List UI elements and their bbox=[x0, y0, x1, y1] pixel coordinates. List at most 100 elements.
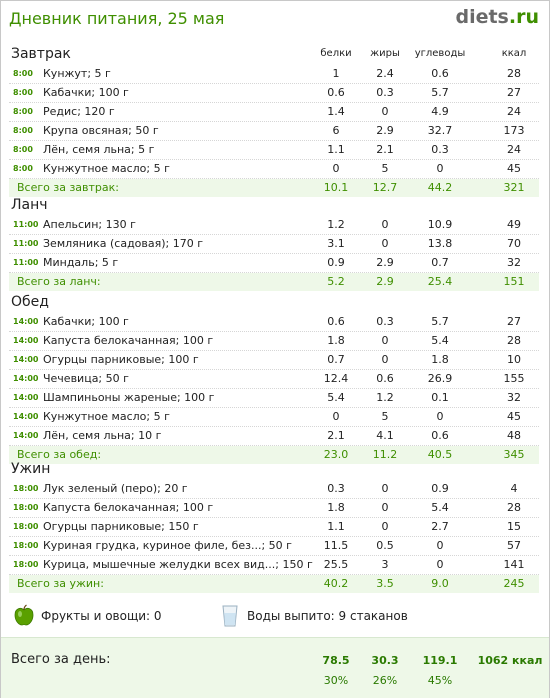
kcal-value: 45 bbox=[507, 410, 521, 423]
meal-time: 14:00 bbox=[13, 355, 39, 364]
protein-value: 0 bbox=[332, 162, 340, 175]
food-name: Огурцы парниковые; 100 г bbox=[43, 353, 199, 366]
protein-value: 6 bbox=[332, 124, 340, 137]
food-row[interactable]: 8:00 Кунжут; 5 г 1 2.4 0.6 28 bbox=[9, 65, 539, 84]
water-count: Воды выпито: 9 стаканов bbox=[247, 609, 408, 623]
food-name: Капуста белокачанная; 100 г bbox=[43, 334, 214, 347]
day-kcal: 1062 ккал bbox=[477, 654, 543, 667]
food-row[interactable]: 8:00 Редис; 120 г 1.4 0 4.9 24 bbox=[9, 103, 539, 122]
total-fat: 12.7 bbox=[372, 181, 398, 194]
col-kcal-header: ккал bbox=[501, 48, 527, 59]
kcal-value: 48 bbox=[507, 429, 521, 442]
total-fat: 3.5 bbox=[376, 577, 394, 590]
fat-value: 4.1 bbox=[376, 429, 394, 442]
kcal-value: 27 bbox=[507, 86, 521, 99]
food-row[interactable]: 11:00 Миндаль; 5 г 0.9 2.9 0.7 32 bbox=[9, 254, 539, 273]
food-name: Кунжут; 5 г bbox=[43, 67, 111, 80]
protein-value: 1 bbox=[332, 67, 340, 80]
food-row[interactable]: 14:00 Кабачки; 100 г 0.6 0.3 5.7 27 bbox=[9, 313, 539, 332]
fat-value: 0 bbox=[381, 218, 389, 231]
day-fat: 30.3 bbox=[371, 654, 399, 667]
total-protein: 40.2 bbox=[323, 577, 349, 590]
fat-value: 0.3 bbox=[376, 86, 394, 99]
food-row[interactable]: 14:00 Капуста белокачанная; 100 г 1.8 0 5.4 2… bbox=[9, 332, 539, 351]
food-row[interactable]: 11:00 Апельсин; 130 г 1.2 0 10.9 49 bbox=[9, 216, 539, 235]
food-name: Миндаль; 5 г bbox=[43, 256, 119, 269]
day-protein-pct: 30% bbox=[323, 674, 349, 687]
food-name: Кабачки; 100 г bbox=[43, 86, 129, 99]
meal-section: Завтрак белки жиры углеводы ккал 8:00 Кунжут; … bbox=[9, 45, 539, 197]
meal-total-row: Всего за ланч: 5.2 2.9 25.4 151 bbox=[9, 273, 539, 291]
site-logo[interactable]: diets.ru bbox=[455, 6, 539, 28]
carbs-value: 10.9 bbox=[427, 218, 453, 231]
total-kcal: 345 bbox=[503, 448, 525, 461]
meal-total-row: Всего за ужин: 40.2 3.5 9.0 245 bbox=[9, 575, 539, 593]
food-row[interactable]: 14:00 Чечевица; 50 г 12.4 0.6 26.9 155 bbox=[9, 370, 539, 389]
meal-header: Обед bbox=[9, 293, 539, 313]
food-row[interactable]: 8:00 Крупа овсяная; 50 г 6 2.9 32.7 173 bbox=[9, 122, 539, 141]
extras-row: Фрукты и овощи: 0 Воды выпито: 9 стакано… bbox=[9, 604, 539, 630]
kcal-value: 10 bbox=[507, 353, 521, 366]
carbs-value: 5.7 bbox=[431, 86, 449, 99]
carbs-value: 26.9 bbox=[427, 372, 453, 385]
fat-value: 0.6 bbox=[376, 372, 394, 385]
apple-icon bbox=[14, 604, 34, 626]
food-row[interactable]: 8:00 Кабачки; 100 г 0.6 0.3 5.7 27 bbox=[9, 84, 539, 103]
food-name: Капуста белокачанная; 100 г bbox=[43, 501, 214, 514]
food-row[interactable]: 18:00 Капуста белокачанная; 100 г 1.8 0 5.4 2… bbox=[9, 499, 539, 518]
food-name: Апельсин; 130 г bbox=[43, 218, 136, 231]
fat-value: 1.2 bbox=[376, 391, 394, 404]
day-total-label: Всего за день: bbox=[11, 652, 111, 667]
meal-header: Ужин bbox=[9, 460, 539, 480]
food-name: Чечевица; 50 г bbox=[43, 372, 129, 385]
meal-time: 14:00 bbox=[13, 374, 39, 383]
fat-value: 2.4 bbox=[376, 67, 394, 80]
meal-time: 14:00 bbox=[13, 412, 39, 421]
protein-value: 1.2 bbox=[327, 218, 345, 231]
carbs-value: 0.7 bbox=[431, 256, 449, 269]
carbs-value: 0 bbox=[436, 558, 444, 571]
kcal-value: 24 bbox=[507, 143, 521, 156]
food-name: Лук зеленый (перо); 20 г bbox=[43, 482, 188, 495]
protein-value: 1.4 bbox=[327, 105, 345, 118]
total-protein: 23.0 bbox=[323, 448, 349, 461]
meal-time: 8:00 bbox=[13, 164, 33, 173]
food-row[interactable]: 18:00 Курица, мышечные желудки всех вид..… bbox=[9, 556, 539, 575]
carbs-value: 13.8 bbox=[427, 237, 453, 250]
meal-title: Завтрак bbox=[11, 46, 71, 62]
fat-value: 2.9 bbox=[376, 124, 394, 137]
fat-value: 5 bbox=[381, 162, 389, 175]
food-row[interactable]: 14:00 Кунжутное масло; 5 г 0 5 0 45 bbox=[9, 408, 539, 427]
food-row[interactable]: 8:00 Кунжутное масло; 5 г 0 5 0 45 bbox=[9, 160, 539, 179]
food-row[interactable]: 8:00 Лён, семя льна; 5 г 1.1 2.1 0.3 24 bbox=[9, 141, 539, 160]
food-row[interactable]: 18:00 Куриная грудка, куриное филе, без..… bbox=[9, 537, 539, 556]
day-protein: 78.5 bbox=[322, 654, 350, 667]
kcal-value: 28 bbox=[507, 501, 521, 514]
meal-time: 14:00 bbox=[13, 393, 39, 402]
food-row[interactable]: 14:00 Лён, семя льна; 10 г 2.1 4.1 0.6 48 bbox=[9, 427, 539, 446]
food-name: Кунжутное масло; 5 г bbox=[43, 162, 170, 175]
meal-section: Ужин 18:00 Лук зеленый (перо); 20 г 0.3 0 0.9… bbox=[9, 460, 539, 593]
food-name: Кунжутное масло; 5 г bbox=[43, 410, 170, 423]
day-carbs-pct: 45% bbox=[427, 674, 453, 687]
meal-time: 11:00 bbox=[13, 258, 39, 267]
protein-value: 11.5 bbox=[323, 539, 349, 552]
meal-header: Завтрак белки жиры углеводы ккал bbox=[9, 45, 539, 65]
kcal-value: 28 bbox=[507, 67, 521, 80]
meal-title: Ужин bbox=[11, 461, 51, 477]
meal-title: Ланч bbox=[11, 197, 48, 213]
food-row[interactable]: 18:00 Огурцы парниковые; 150 г 1.1 0 2.7 15 bbox=[9, 518, 539, 537]
food-row[interactable]: 14:00 Огурцы парниковые; 100 г 0.7 0 1.8 10 bbox=[9, 351, 539, 370]
fat-value: 3 bbox=[381, 558, 389, 571]
food-row[interactable]: 11:00 Земляника (садовая); 170 г 3.1 0 13.8 7… bbox=[9, 235, 539, 254]
meal-time: 18:00 bbox=[13, 541, 39, 550]
protein-value: 1.8 bbox=[327, 501, 345, 514]
meal-total-row: Всего за обед: 23.0 11.2 40.5 345 bbox=[9, 446, 539, 464]
food-row[interactable]: 18:00 Лук зеленый (перо); 20 г 0.3 0 0.9 4 bbox=[9, 480, 539, 499]
total-protein: 10.1 bbox=[323, 181, 349, 194]
page-title: Дневник питания, 25 мая bbox=[9, 9, 225, 28]
protein-value: 0.6 bbox=[327, 315, 345, 328]
kcal-value: 24 bbox=[507, 105, 521, 118]
protein-value: 12.4 bbox=[323, 372, 349, 385]
food-row[interactable]: 14:00 Шампиньоны жареные; 100 г 5.4 1.2 0.1 3… bbox=[9, 389, 539, 408]
